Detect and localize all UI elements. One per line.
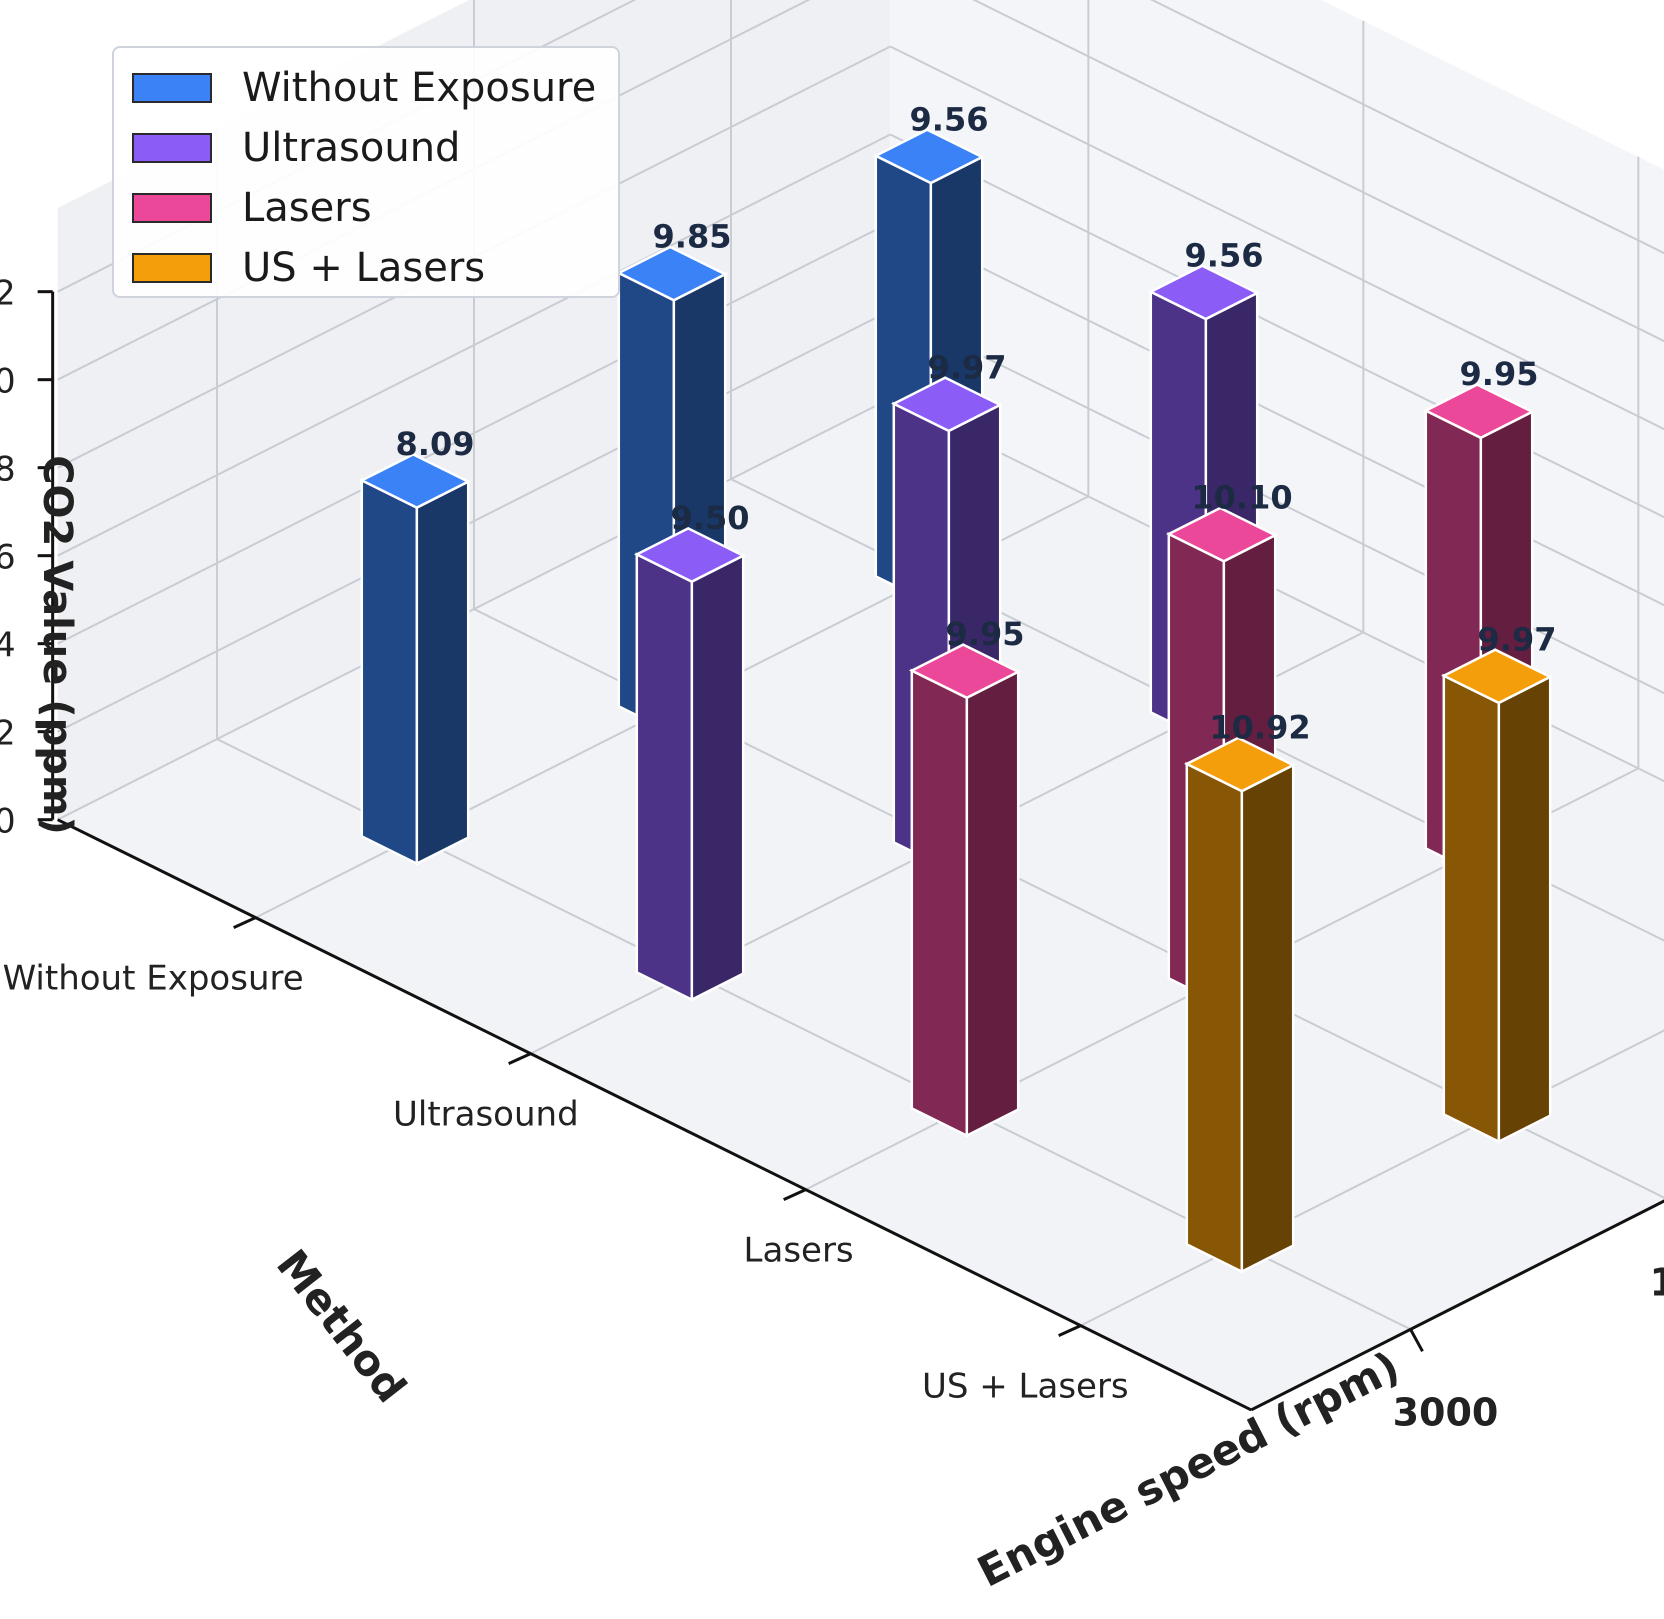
value-label: 10.10 bbox=[1191, 479, 1292, 517]
value-label: 9.97 bbox=[928, 348, 1007, 386]
bar-face-top bbox=[616, 245, 728, 302]
bar-face-side bbox=[1185, 761, 1244, 1274]
legend-item-ultrasound: Ultrasound bbox=[114, 118, 618, 178]
bar-us-lasers-1400 bbox=[1441, 648, 1553, 1144]
legend-item-us-lasers: US + Lasers bbox=[114, 238, 618, 298]
y-axis-title: Method bbox=[267, 1240, 416, 1411]
bar-face-front bbox=[415, 479, 470, 866]
legend-label: US + Lasers bbox=[242, 245, 486, 291]
bar-face-side bbox=[1442, 673, 1501, 1144]
method-tick-label: Ultrasound bbox=[393, 1095, 579, 1135]
value-label: 9.97 bbox=[1478, 620, 1557, 658]
bar-face-top bbox=[1184, 736, 1296, 793]
value-label: 9.56 bbox=[1185, 236, 1264, 274]
z-tick-label: 4 bbox=[0, 626, 16, 666]
value-label: 9.85 bbox=[653, 218, 732, 256]
bar-face-top bbox=[1423, 383, 1535, 440]
value-label: 10.92 bbox=[1209, 709, 1310, 747]
legend-label: Without Exposure bbox=[242, 65, 597, 111]
legend-item-without-exposure: Without Exposure bbox=[114, 58, 618, 118]
bar-us-lasers-3000 bbox=[1184, 736, 1296, 1274]
z-axis-title: CO2 Value (ppm) bbox=[34, 455, 80, 835]
bar-ultrasound-3000 bbox=[634, 527, 746, 1002]
bar-lasers-3000 bbox=[909, 643, 1021, 1138]
bar-face-top bbox=[1166, 506, 1278, 563]
value-label: 9.50 bbox=[671, 499, 750, 537]
z-tick-label: 8 bbox=[0, 450, 16, 490]
method-tick-label: Lasers bbox=[744, 1231, 854, 1271]
bars-layer bbox=[359, 128, 1553, 1274]
bar-face-side bbox=[635, 552, 694, 1002]
method-tick-mark bbox=[1058, 1324, 1082, 1337]
speed-tick-label: 3000 bbox=[1393, 1390, 1499, 1434]
legend-swatch bbox=[132, 73, 212, 103]
legend-swatch bbox=[132, 133, 212, 163]
method-tick-mark bbox=[508, 1052, 532, 1065]
method-axis-line bbox=[56, 818, 1252, 1412]
value-label: 9.56 bbox=[910, 100, 989, 138]
legend-swatch bbox=[132, 253, 212, 283]
bar-face-front bbox=[965, 669, 1020, 1138]
legend-swatch bbox=[132, 193, 212, 223]
bar-face-top bbox=[634, 527, 746, 583]
z-grid-line bbox=[1149, 0, 1664, 255]
value-label: 8.09 bbox=[396, 425, 475, 463]
legend-label: Lasers bbox=[242, 185, 372, 231]
bar-face-top bbox=[1441, 648, 1553, 705]
speed-tick-mark bbox=[1409, 1328, 1424, 1353]
speed-axis-line bbox=[1250, 1199, 1664, 1412]
method-tick-mark bbox=[233, 916, 257, 929]
bar-face-top bbox=[891, 376, 1003, 433]
bar-face-side bbox=[360, 478, 419, 866]
value-labels-layer: 9.569.858.099.569.979.509.9510.109.959.7… bbox=[396, 100, 1557, 747]
legend-label: Ultrasound bbox=[242, 125, 461, 171]
bar-face-side bbox=[910, 668, 969, 1138]
bar-face-top bbox=[1148, 264, 1260, 321]
z-tick-label: 2 bbox=[0, 714, 16, 754]
value-label: 9.95 bbox=[946, 615, 1025, 653]
bar-face-front bbox=[1240, 763, 1295, 1274]
z-tick-label: 10 bbox=[0, 362, 16, 402]
legend: Without Exposure Ultrasound Lasers US + … bbox=[112, 46, 620, 298]
method-tick-label: Without Exposure bbox=[3, 959, 304, 999]
bar-without-exposure-3000 bbox=[359, 453, 471, 866]
legend-item-lasers: Lasers bbox=[114, 178, 618, 238]
bar-face-top bbox=[873, 128, 985, 185]
bar-face-top bbox=[359, 453, 471, 509]
method-tick-mark bbox=[783, 1188, 807, 1201]
z-tick-label: 6 bbox=[0, 538, 16, 578]
z-tick-label: 0 bbox=[0, 802, 16, 842]
speed-tick-label: 1400 bbox=[1650, 1260, 1664, 1304]
bar-face-top bbox=[909, 643, 1021, 700]
method-tick-label: US + Lasers bbox=[922, 1367, 1129, 1407]
bar-face-front bbox=[690, 553, 745, 1002]
z-tick-label: 12 bbox=[0, 274, 16, 314]
bar-face-front bbox=[1497, 674, 1552, 1144]
tick-labels: 0 2 4 6 8 10 12 Without Exposure Ultrasound Laser… bbox=[0, 274, 1664, 1435]
value-label: 9.95 bbox=[1460, 355, 1539, 393]
